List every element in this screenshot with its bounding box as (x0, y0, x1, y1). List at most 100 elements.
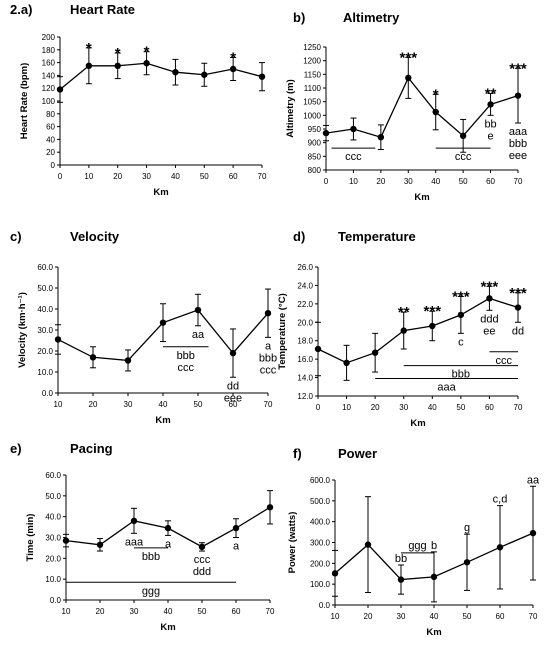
heart-rate-x-tick-label: 50 (200, 172, 209, 181)
velocity-significance-label: eee (224, 392, 242, 404)
altimetry-title: Altimetry (343, 10, 400, 25)
heart-rate-y-axis-label: Heart Rate (bpm) (19, 63, 30, 140)
temperature-comparison-label: bbb (452, 369, 470, 381)
power-x-tick-label: 40 (430, 612, 439, 621)
heart-rate-y-tick-label: 60 (46, 123, 55, 132)
pacing-data-point (62, 537, 70, 544)
velocity-significance-label: ccc (260, 364, 277, 376)
altimetry-significance-label: ** (485, 85, 497, 102)
temperature-y-tick-label: 24.0 (297, 281, 313, 290)
pacing-significance-label: ccc (194, 554, 211, 566)
altimetry-comparison-label: ccc (345, 151, 362, 163)
heart-rate-y-tick-label: 20 (46, 148, 55, 157)
altimetry-y-tick-label: 900 (308, 139, 322, 148)
pacing-y-tick-label: 60.0 (45, 471, 61, 480)
temperature-panel-label: d) (293, 229, 305, 244)
power-data-point (364, 541, 372, 548)
heart-rate-series-line (59, 62, 263, 90)
temperature-data-point (314, 345, 322, 353)
power-significance-label: c,d (493, 494, 508, 506)
altimetry-y-axis-label: Altimetry (m) (285, 79, 296, 138)
temperature-x-axis-label: Km (410, 418, 425, 429)
power-y-tick-label: 100.0 (310, 580, 331, 589)
velocity-y-tick-label: 0.0 (42, 389, 54, 398)
temperature-data-point (429, 322, 436, 330)
power-significance-label: aa (527, 474, 540, 486)
temperature-comparison-label: ccc (495, 355, 512, 367)
pacing-panel-label: e) (10, 441, 22, 456)
temperature-y-tick-label: 14.0 (297, 374, 313, 383)
altimetry-x-tick-label: 50 (459, 177, 468, 186)
altimetry-significance-label: eee (509, 150, 527, 162)
altimetry-y-tick-label: 1250 (303, 43, 321, 52)
temperature-significance-label: *** (481, 278, 499, 295)
heart-rate-x-tick-label: 30 (142, 172, 151, 181)
heart-rate-data-point (229, 65, 237, 73)
altimetry-y-tick-label: 950 (308, 125, 322, 134)
altimetry-panel-label: b) (293, 10, 305, 25)
heart-rate-data-point (258, 73, 266, 80)
temperature-y-tick-label: 16.0 (297, 355, 313, 364)
velocity-significance-label: dd (227, 380, 239, 392)
altimetry-x-tick-label: 40 (431, 177, 440, 186)
heart-rate-y-tick-label: 140 (42, 71, 56, 80)
power-x-tick-label: 70 (529, 612, 538, 621)
heart-rate-significance-label: * (144, 44, 150, 61)
power-x-tick-label: 30 (397, 612, 406, 621)
pacing-x-tick-label: 60 (232, 607, 241, 616)
altimetry-data-point (459, 132, 467, 140)
temperature-y-tick-label: 22.0 (297, 300, 313, 309)
altimetry-data-point (432, 108, 439, 116)
heart-rate-x-tick-label: 20 (113, 172, 122, 181)
temperature-x-tick-label: 50 (456, 403, 465, 412)
temperature-series-line (317, 297, 519, 364)
heart-rate-x-tick-label: 0 (58, 172, 63, 181)
velocity-data-point (264, 310, 272, 317)
heart-rate-y-tick-label: 100 (42, 97, 56, 106)
pacing-x-axis-label: Km (160, 622, 175, 633)
temperature-significance-label: c (458, 336, 464, 348)
heart-rate-panel-label: 2.a) (10, 2, 32, 17)
power-data-point (496, 544, 504, 551)
temperature-y-tick-label: 26.0 (297, 263, 313, 272)
temperature-significance-label: ddd (480, 313, 498, 325)
velocity-data-point (54, 336, 62, 343)
velocity-x-tick-label: 70 (264, 400, 273, 409)
velocity-y-tick-label: 20.0 (37, 347, 53, 356)
velocity-significance-label: aa (192, 329, 205, 341)
power-y-tick-label: 600.0 (310, 476, 331, 485)
heart-rate-data-point (56, 86, 64, 93)
pacing-significance-label: a (165, 538, 172, 550)
altimetry-significance-label: aaa (509, 126, 528, 138)
temperature-significance-label: *** (452, 288, 470, 305)
pacing-x-tick-label: 10 (62, 607, 71, 616)
temperature-y-tick-label: 20.0 (297, 318, 313, 327)
temperature-significance-label: *** (424, 303, 442, 320)
heart-rate-significance-label: * (86, 40, 92, 57)
pacing-significance-label: a (233, 541, 240, 553)
heart-rate-y-tick-label: 0 (51, 161, 56, 170)
heart-rate-y-tick-label: 180 (42, 46, 56, 55)
power-x-tick-label: 20 (364, 612, 373, 621)
velocity-data-point (89, 354, 97, 361)
temperature-significance-label: ee (483, 325, 495, 337)
altimetry-significance-label: *** (509, 60, 527, 77)
velocity-title: Velocity (70, 229, 120, 244)
altimetry-significance-label: *** (400, 49, 418, 66)
power-comparison-label: ggg (408, 540, 426, 552)
altimetry-data-point (322, 129, 330, 137)
power-x-tick-label: 50 (463, 612, 472, 621)
altimetry-y-tick-label: 1000 (303, 111, 321, 120)
velocity-x-tick-label: 30 (124, 400, 133, 409)
altimetry-y-tick-label: 1100 (304, 84, 322, 93)
power-y-axis-label: Power (watts) (287, 512, 298, 574)
altimetry-x-tick-label: 70 (514, 177, 523, 186)
pacing-x-tick-label: 70 (266, 607, 275, 616)
altimetry-comparison-label: ccc (455, 151, 472, 163)
velocity-data-point (229, 349, 237, 357)
heart-rate-significance-label: * (115, 45, 121, 62)
velocity-y-tick-label: 60.0 (37, 263, 53, 272)
pacing-title: Pacing (70, 441, 113, 456)
temperature-x-tick-label: 30 (399, 403, 408, 412)
heart-rate-data-point (172, 69, 179, 76)
